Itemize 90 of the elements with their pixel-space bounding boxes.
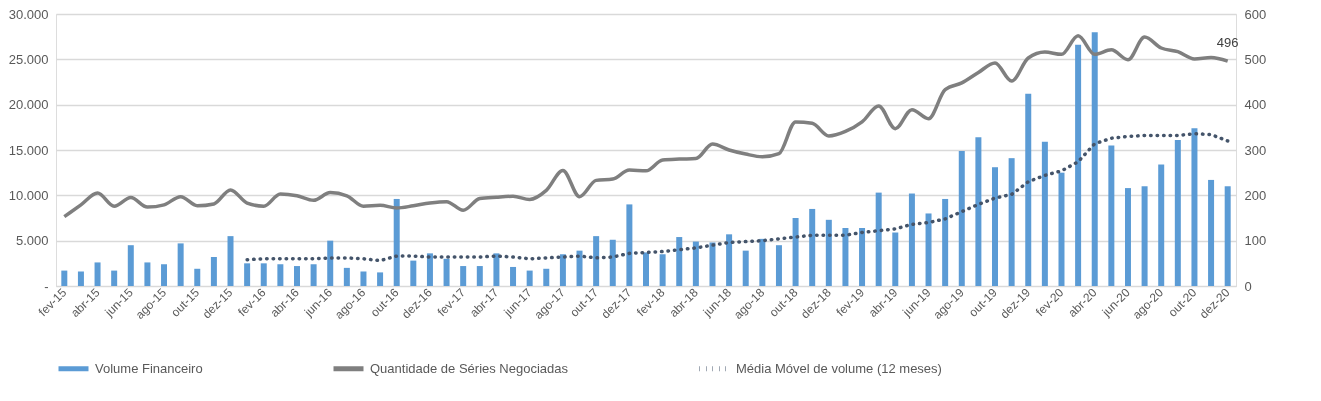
bar <box>593 236 600 286</box>
bar <box>892 232 899 286</box>
bar <box>825 219 832 286</box>
y-tick-label: 5.000 <box>15 233 49 249</box>
y-tick-label: 10.000 <box>8 187 49 203</box>
bar <box>210 256 217 286</box>
bar <box>759 238 766 286</box>
bar <box>111 270 118 286</box>
y-tick-label: 25.000 <box>8 51 49 67</box>
bar <box>792 218 799 286</box>
bar <box>377 272 384 286</box>
legend-label: Média Móvel de volume (12 meses) <box>736 360 942 376</box>
data-label: 496 <box>1216 35 1239 51</box>
bar <box>393 198 400 286</box>
bar <box>61 270 68 286</box>
y2-tick-label: 300 <box>1244 142 1267 158</box>
bar <box>426 253 433 286</box>
bar <box>559 254 566 286</box>
bar <box>343 267 350 286</box>
y-tick-label: 20.000 <box>8 97 49 113</box>
bar <box>742 250 749 286</box>
bar <box>1208 179 1215 286</box>
bar <box>227 236 234 286</box>
bar <box>77 271 84 286</box>
legend-label: Volume Financeiro <box>95 360 203 376</box>
bar <box>144 262 151 286</box>
bar <box>1141 186 1148 286</box>
bar <box>244 263 251 286</box>
bar <box>177 243 184 286</box>
bar <box>676 237 683 286</box>
bar <box>659 254 666 286</box>
y2-tick-label: 600 <box>1244 6 1267 22</box>
bar <box>609 239 616 286</box>
line-series <box>245 131 1230 263</box>
y-tick-label: - <box>44 278 49 294</box>
bar <box>277 264 284 286</box>
y2-tick-label: 0 <box>1244 278 1252 294</box>
bar <box>1191 128 1198 286</box>
bar <box>775 245 782 286</box>
bar <box>410 260 417 286</box>
bar <box>493 253 500 286</box>
bar <box>809 208 816 286</box>
bar <box>1008 158 1015 286</box>
legend-label: Quantidade de Séries Negociadas <box>370 360 569 376</box>
bar <box>643 252 649 286</box>
bar <box>526 270 533 286</box>
bar <box>1091 32 1098 286</box>
bar <box>1041 141 1048 286</box>
bar <box>327 240 334 286</box>
y2-tick-label: 200 <box>1244 187 1267 203</box>
bar <box>942 198 949 286</box>
bar <box>992 167 999 286</box>
bar <box>692 241 699 286</box>
bar <box>1108 145 1115 286</box>
bar <box>709 242 716 286</box>
bar <box>460 266 467 286</box>
bar <box>875 192 882 286</box>
y2-tick-label: 400 <box>1244 97 1267 113</box>
bar <box>1058 172 1065 286</box>
bar <box>1124 188 1131 286</box>
bar <box>1025 93 1032 286</box>
bar <box>576 250 583 286</box>
y2-tick-label: 500 <box>1244 51 1267 67</box>
bar <box>1224 186 1231 286</box>
bar <box>310 264 317 286</box>
bar <box>161 264 168 286</box>
bar <box>360 271 367 286</box>
bar <box>94 262 101 286</box>
bar <box>510 266 517 286</box>
bar <box>975 137 982 286</box>
bar <box>859 227 866 286</box>
bar <box>925 213 932 286</box>
bar <box>1174 140 1181 286</box>
y-tick-label: 15.000 <box>8 142 49 158</box>
bar <box>476 266 483 286</box>
bar <box>1158 164 1165 286</box>
y-tick-label: 30.000 <box>8 6 49 22</box>
bar <box>543 268 550 286</box>
bar <box>726 234 733 286</box>
bar <box>127 245 134 286</box>
y2-tick-label: 100 <box>1244 233 1267 249</box>
bar <box>1075 44 1082 286</box>
bar <box>842 227 849 286</box>
bar <box>260 263 267 286</box>
bar <box>443 258 450 286</box>
bar <box>626 204 633 286</box>
bar <box>908 193 915 286</box>
bar <box>194 268 201 286</box>
bar <box>958 150 965 286</box>
bar <box>293 266 300 286</box>
